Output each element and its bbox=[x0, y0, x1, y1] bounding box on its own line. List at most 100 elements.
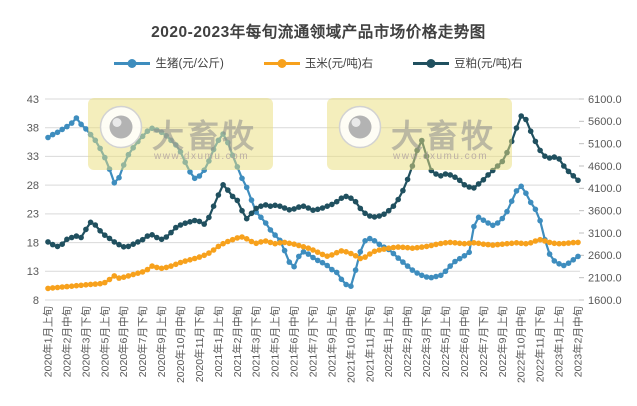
series-marker-shengzhu-pig bbox=[291, 263, 297, 270]
lens-pupil bbox=[109, 115, 133, 139]
series-marker-yumi-corn bbox=[196, 254, 203, 260]
series-marker-doupo-soymeal bbox=[518, 113, 524, 119]
series-marker-yumi-corn bbox=[206, 250, 212, 256]
series-marker-shengzhu-pig bbox=[404, 263, 411, 269]
series-marker-doupo-soymeal bbox=[527, 128, 534, 134]
series-marker-doupo-soymeal bbox=[196, 218, 203, 225]
series-doupo-soymeal bbox=[45, 113, 581, 250]
series-marker-shengzhu-pig bbox=[452, 258, 458, 265]
series-marker-doupo-soymeal bbox=[442, 171, 449, 177]
x-axis-label: 2020年7月下旬 bbox=[136, 306, 149, 377]
series-marker-yumi-corn bbox=[173, 261, 179, 268]
y-axis-right-label: 6100.0 bbox=[588, 94, 622, 106]
series-marker-doupo-soymeal bbox=[125, 243, 132, 250]
series-marker-yumi-corn bbox=[480, 241, 487, 247]
series-marker-doupo-soymeal bbox=[546, 155, 553, 161]
series-marker-yumi-corn bbox=[187, 257, 193, 263]
series-marker-shengzhu-pig bbox=[314, 257, 321, 264]
series-marker-shengzhu-pig bbox=[475, 214, 482, 221]
series-marker-doupo-soymeal bbox=[139, 236, 146, 243]
series-marker-shengzhu-pig bbox=[409, 267, 416, 273]
series-marker-yumi-corn bbox=[404, 244, 411, 251]
y-axis-left-label: 28 bbox=[27, 180, 39, 192]
series-marker-yumi-corn bbox=[466, 240, 473, 247]
series-marker-doupo-soymeal bbox=[54, 243, 61, 250]
series-marker-shengzhu-pig bbox=[352, 267, 359, 273]
series-marker-yumi-corn bbox=[338, 248, 345, 254]
series-marker-yumi-corn bbox=[286, 240, 293, 247]
series-marker-doupo-soymeal bbox=[277, 203, 283, 209]
series-marker-doupo-soymeal bbox=[461, 182, 468, 188]
series-marker-yumi-corn bbox=[494, 241, 501, 248]
series-marker-yumi-corn bbox=[561, 240, 567, 247]
legend-marker-yumi-corn bbox=[263, 58, 300, 69]
series-marker-yumi-corn bbox=[442, 240, 449, 246]
series-marker-shengzhu-pig bbox=[45, 134, 51, 141]
series-marker-yumi-corn bbox=[258, 239, 264, 245]
series-marker-doupo-soymeal bbox=[135, 239, 141, 245]
series-marker-doupo-soymeal bbox=[97, 228, 103, 234]
series-marker-doupo-soymeal bbox=[400, 187, 406, 194]
series-marker-doupo-soymeal bbox=[253, 205, 259, 212]
series-marker-doupo-soymeal bbox=[296, 204, 302, 210]
series-marker-doupo-soymeal bbox=[130, 241, 136, 247]
series-marker-yumi-corn bbox=[333, 249, 340, 256]
y-axis-left-label: 18 bbox=[27, 237, 39, 249]
series-marker-yumi-corn bbox=[409, 245, 416, 251]
series-marker-doupo-soymeal bbox=[324, 203, 331, 209]
series-marker-doupo-soymeal bbox=[466, 184, 473, 190]
series-marker-yumi-corn bbox=[111, 273, 118, 279]
series-marker-doupo-soymeal bbox=[163, 234, 170, 240]
series-marker-yumi-corn bbox=[135, 270, 141, 277]
series-marker-yumi-corn bbox=[504, 240, 510, 247]
series-marker-doupo-soymeal bbox=[229, 193, 236, 200]
series-marker-doupo-soymeal bbox=[144, 233, 151, 239]
series-marker-shengzhu-pig bbox=[428, 274, 435, 281]
series-marker-shengzhu-pig bbox=[395, 255, 402, 261]
series-marker-shengzhu-pig bbox=[513, 188, 520, 194]
series-marker-doupo-soymeal bbox=[64, 236, 70, 243]
series-marker-shengzhu-pig bbox=[258, 214, 264, 221]
series-marker-yumi-corn bbox=[419, 244, 425, 250]
series-marker-doupo-soymeal bbox=[281, 205, 288, 211]
series-marker-shengzhu-pig bbox=[438, 272, 444, 279]
series-marker-doupo-soymeal bbox=[120, 244, 127, 250]
series-marker-doupo-soymeal bbox=[116, 241, 122, 248]
x-axis-label: 2021年9月上旬 bbox=[325, 306, 338, 377]
x-axis-label: 2021年2月中旬 bbox=[231, 306, 244, 377]
series-marker-yumi-corn bbox=[281, 239, 288, 246]
series-marker-doupo-soymeal bbox=[258, 203, 264, 209]
series-marker-yumi-corn bbox=[125, 273, 132, 279]
series-marker-yumi-corn bbox=[83, 282, 89, 288]
series-marker-doupo-soymeal bbox=[523, 116, 529, 123]
series-marker-doupo-soymeal bbox=[404, 176, 411, 183]
series-marker-yumi-corn bbox=[329, 252, 335, 258]
series-marker-yumi-corn bbox=[177, 259, 184, 266]
series-marker-yumi-corn bbox=[68, 283, 75, 290]
series-marker-shengzhu-pig bbox=[357, 249, 364, 255]
series-marker-yumi-corn bbox=[102, 279, 108, 286]
series-marker-shengzhu-pig bbox=[456, 255, 463, 262]
x-axis-label: 2022年3月下旬 bbox=[420, 306, 433, 377]
series-marker-shengzhu-pig bbox=[286, 259, 293, 265]
series-marker-yumi-corn bbox=[149, 263, 155, 269]
series-marker-shengzhu-pig bbox=[248, 197, 255, 203]
series-marker-shengzhu-pig bbox=[485, 220, 491, 226]
series-marker-yumi-corn bbox=[130, 271, 136, 278]
series-marker-shengzhu-pig bbox=[305, 251, 312, 257]
series-marker-yumi-corn bbox=[485, 241, 491, 248]
x-axis-label: 2022年6月中旬 bbox=[458, 306, 471, 377]
y-axis-right-label: 2100.0 bbox=[588, 272, 622, 284]
series-marker-shengzhu-pig bbox=[523, 190, 529, 196]
series-marker-yumi-corn bbox=[310, 247, 316, 253]
series-marker-doupo-soymeal bbox=[329, 201, 335, 208]
series-marker-shengzhu-pig bbox=[508, 198, 515, 204]
series-marker-yumi-corn bbox=[343, 249, 349, 255]
series-marker-yumi-corn bbox=[546, 239, 553, 246]
y-axis-right-label: 4100.0 bbox=[588, 183, 622, 195]
x-axis-label: 2022年7月下旬 bbox=[477, 306, 490, 377]
series-marker-yumi-corn bbox=[73, 282, 80, 289]
series-marker-shengzhu-pig bbox=[196, 173, 203, 179]
x-axis-label: 2020年10月中旬 bbox=[174, 306, 187, 383]
